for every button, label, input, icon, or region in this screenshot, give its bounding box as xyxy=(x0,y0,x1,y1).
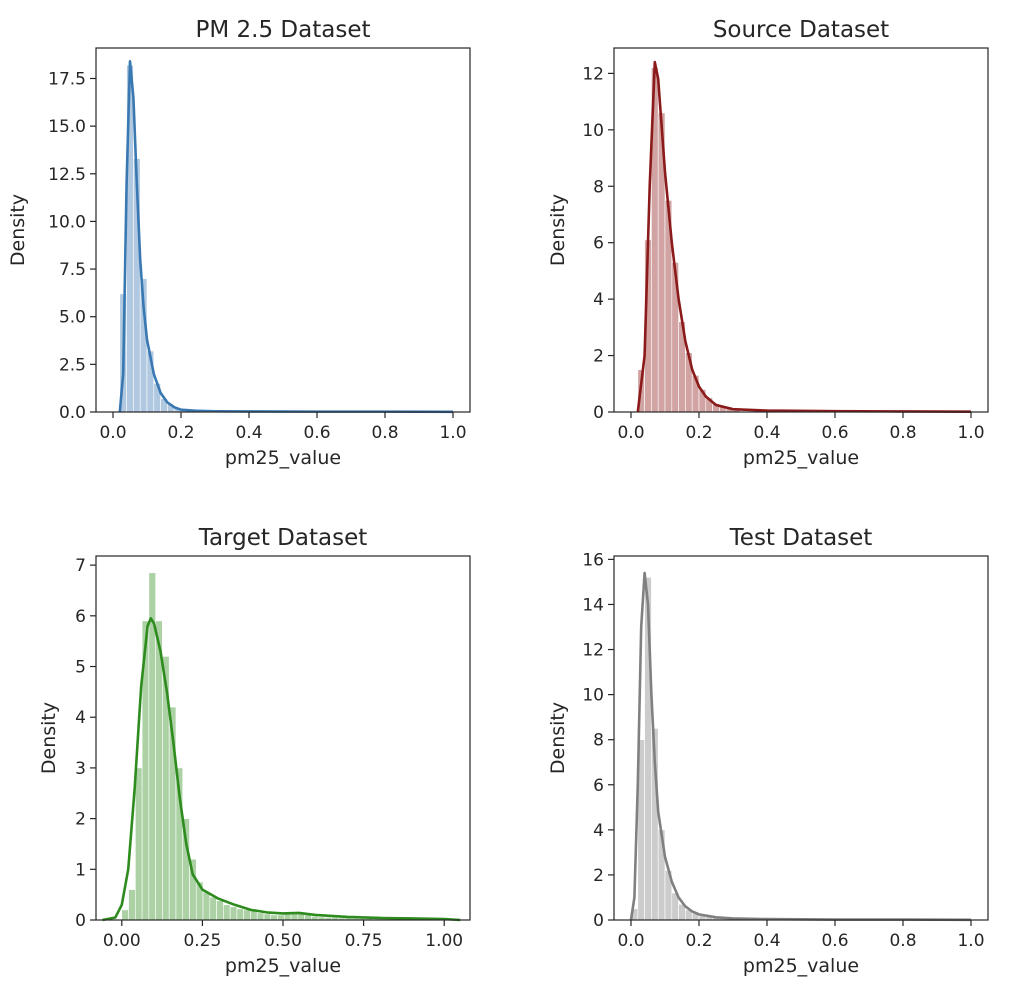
y-tick-label-pm25-4: 10.0 xyxy=(48,212,86,232)
x-tick-label-pm25-1: 0.2 xyxy=(167,423,194,443)
y-axis-label-pm25: Density xyxy=(7,194,29,266)
y-tick-label-test-0: 0 xyxy=(593,911,604,931)
x-tick-label-target-2: 0.50 xyxy=(264,931,302,951)
y-tick-label-source-5: 10 xyxy=(582,121,604,141)
x-tick-label-pm25-0: 0.0 xyxy=(99,423,126,443)
y-tick-label-target-0: 0 xyxy=(75,911,86,931)
bar-target-16 xyxy=(229,906,238,921)
x-tick-label-pm25-2: 0.4 xyxy=(235,423,262,443)
y-tick-label-target-2: 2 xyxy=(75,810,86,830)
bar-target-22 xyxy=(270,914,278,921)
x-tick-label-target-3: 0.75 xyxy=(345,931,383,951)
bar-target-2 xyxy=(135,767,143,921)
bar-target-15 xyxy=(223,904,231,921)
y-tick-label-test-4: 8 xyxy=(593,731,604,751)
bar-target-20 xyxy=(256,912,265,921)
chart-title-source: Source Dataset xyxy=(713,17,889,43)
x-tick-label-target-1: 0.25 xyxy=(183,931,221,951)
y-axis-label-target: Density xyxy=(38,702,60,774)
y-tick-label-test-1: 2 xyxy=(593,866,604,886)
axes-frame-source xyxy=(613,47,989,413)
x-axis-label-test: pm25_value xyxy=(743,955,859,977)
x-tick-label-source-4: 0.8 xyxy=(889,423,916,443)
y-tick-label-target-3: 3 xyxy=(75,759,86,779)
x-tick-label-test-1: 0.2 xyxy=(685,931,712,951)
bar-target-24 xyxy=(283,913,292,921)
bar-target-14 xyxy=(216,900,224,921)
axes-frame-test xyxy=(613,555,989,921)
y-axis-label-source: Density xyxy=(547,194,569,266)
x-tick-label-source-0: 0.0 xyxy=(617,423,644,443)
bar-target-13 xyxy=(209,896,217,921)
y-tick-label-test-8: 16 xyxy=(582,550,604,570)
bar-target-23 xyxy=(277,914,285,921)
y-tick-label-source-2: 4 xyxy=(593,290,604,310)
bar-target-1 xyxy=(128,889,136,921)
y-tick-label-target-7: 7 xyxy=(75,556,86,576)
y-tick-label-source-6: 12 xyxy=(582,64,604,84)
x-tick-label-pm25-5: 1.0 xyxy=(439,423,466,443)
y-tick-label-pm25-1: 2.5 xyxy=(59,355,86,375)
x-tick-label-test-5: 1.0 xyxy=(957,931,984,951)
x-tick-label-target-0: 0.00 xyxy=(103,931,141,951)
bar-target-19 xyxy=(250,910,258,921)
chart-title-pm25: PM 2.5 Dataset xyxy=(196,17,371,43)
bar-target-18 xyxy=(243,909,251,921)
chart-title-test: Test Dataset xyxy=(729,525,873,551)
x-tick-label-pm25-3: 0.6 xyxy=(303,423,330,443)
y-tick-label-test-7: 14 xyxy=(582,595,604,615)
y-tick-label-source-4: 8 xyxy=(593,177,604,197)
bar-target-12 xyxy=(202,891,211,921)
histogram-bars-target xyxy=(121,572,448,921)
kde-line-target xyxy=(102,617,461,922)
bar-target-21 xyxy=(263,913,272,921)
panel-test: 0.0 0.2 0.4 0.6 0.8 1.0 0 2 4 6 8 10 12 14 16 Test Data… xyxy=(547,525,989,977)
bar-target-0 xyxy=(121,909,129,921)
y-tick-label-pm25-7: 17.5 xyxy=(48,69,86,89)
x-tick-label-target-4: 1.00 xyxy=(425,931,463,951)
y-tick-label-pm25-5: 12.5 xyxy=(48,165,86,185)
axes-frame-pm25 xyxy=(95,47,471,413)
x-tick-label-test-4: 0.8 xyxy=(889,931,916,951)
x-tick-label-source-1: 0.2 xyxy=(685,423,712,443)
panel-pm25: 0.0 0.2 0.4 0.6 0.8 1.0 0.0 2.5 5.0 7.5 10.0 12.5 15… xyxy=(7,17,471,469)
chart-title-target: Target Dataset xyxy=(198,525,368,551)
y-tick-label-target-6: 6 xyxy=(75,607,86,627)
y-tick-label-source-1: 2 xyxy=(593,347,604,367)
bar-target-17 xyxy=(236,908,244,921)
x-tick-label-test-3: 0.6 xyxy=(821,931,848,951)
bar-target-27 xyxy=(304,914,312,921)
bar-target-5 xyxy=(155,620,163,921)
x-tick-label-source-3: 0.6 xyxy=(821,423,848,443)
y-tick-label-source-0: 0 xyxy=(593,403,604,423)
x-tick-label-source-2: 0.4 xyxy=(753,423,780,443)
y-tick-label-test-6: 12 xyxy=(582,641,604,661)
kde-line-pm25 xyxy=(118,60,454,414)
y-tick-label-target-4: 4 xyxy=(75,708,86,728)
panel-source: 0.0 0.2 0.4 0.6 0.8 1.0 0 2 4 6 8 10 12 Source Datase… xyxy=(547,17,989,469)
y-tick-label-target-1: 1 xyxy=(75,860,86,880)
panel-target: 0.00 0.25 0.50 0.75 1.00 0 1 2 3 4 5 6 7 Target Datas… xyxy=(38,525,471,977)
y-tick-label-target-5: 5 xyxy=(75,658,86,678)
x-axis-label-target: pm25_value xyxy=(225,955,341,977)
y-axis-label-test: Density xyxy=(547,702,569,774)
x-tick-label-pm25-4: 0.8 xyxy=(371,423,398,443)
x-tick-label-test-2: 0.4 xyxy=(753,931,780,951)
y-tick-label-pm25-0: 0.0 xyxy=(59,403,86,423)
x-axis-label-source: pm25_value xyxy=(743,447,859,469)
x-tick-label-test-0: 0.0 xyxy=(617,931,644,951)
kde-line-test xyxy=(629,571,972,922)
y-tick-label-test-2: 4 xyxy=(593,821,604,841)
y-tick-label-test-3: 6 xyxy=(593,776,604,796)
kde-line-source xyxy=(636,60,972,414)
y-tick-label-pm25-6: 15.0 xyxy=(48,117,86,137)
y-tick-label-pm25-3: 7.5 xyxy=(59,260,86,280)
y-tick-label-pm25-2: 5.0 xyxy=(59,308,86,328)
y-tick-label-source-3: 6 xyxy=(593,234,604,254)
y-tick-label-test-5: 10 xyxy=(582,686,604,706)
x-tick-label-source-5: 1.0 xyxy=(957,423,984,443)
x-axis-label-pm25: pm25_value xyxy=(225,447,341,469)
